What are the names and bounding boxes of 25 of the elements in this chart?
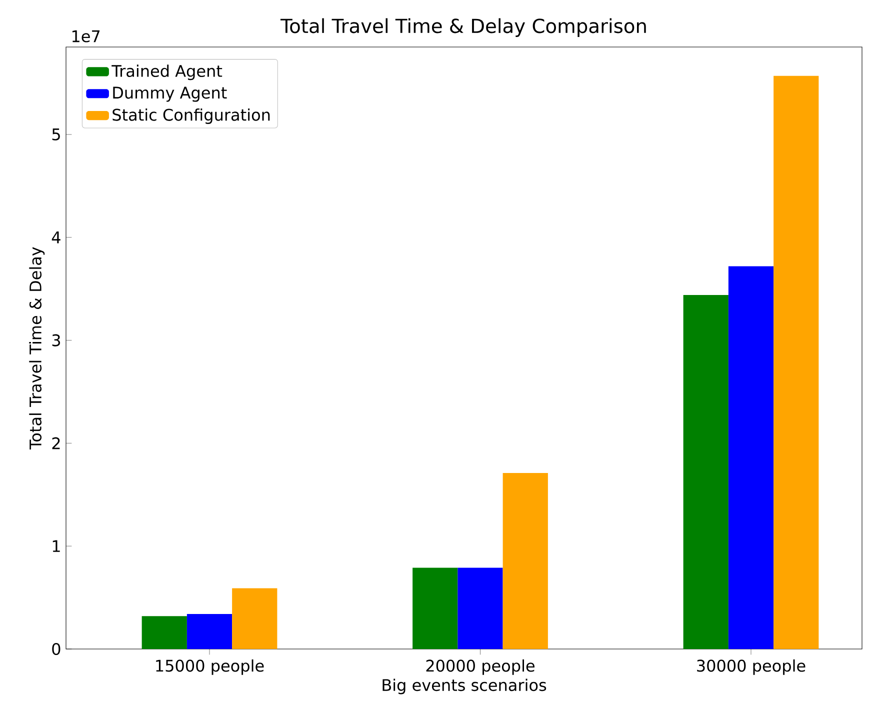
x-axis-title: Big events scenarios xyxy=(382,678,546,694)
y-axis-title: Total Travel Time & Delay xyxy=(29,247,45,450)
bar xyxy=(412,568,458,649)
bar xyxy=(142,616,187,649)
bar xyxy=(232,588,278,649)
x-tick-label: 20000 people xyxy=(426,659,534,675)
y-tick-label: 5 xyxy=(52,128,60,140)
bar xyxy=(458,568,503,649)
bar xyxy=(683,295,728,649)
legend-label: Static Configuration xyxy=(112,108,270,124)
y-tick-label: 3 xyxy=(52,334,60,346)
y-tick-label: 1 xyxy=(52,540,60,552)
y-tick-label: 2 xyxy=(52,437,60,450)
bar xyxy=(502,473,548,649)
legend-label: Trained Agent xyxy=(112,64,222,80)
legend-label: Dummy Agent xyxy=(113,86,227,102)
chart-title: Total Travel Time & Delay Comparison xyxy=(280,18,646,37)
x-tick-label: 30000 people xyxy=(697,659,806,675)
bar xyxy=(186,614,232,649)
y-tick-label: 0 xyxy=(52,642,60,656)
text: 1e7 xyxy=(72,30,100,42)
x-tick-label: 15000 people xyxy=(156,659,264,675)
bar xyxy=(728,266,774,649)
y-tick-label: 4 xyxy=(52,232,60,244)
bar xyxy=(774,76,819,649)
